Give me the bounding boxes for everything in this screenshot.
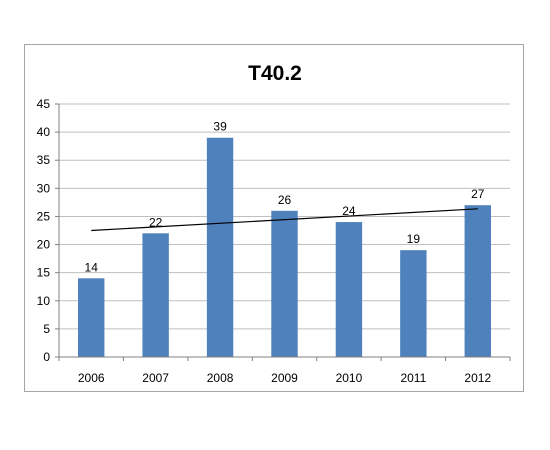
y-tick-label-15: 15 [37,266,51,280]
y-tick-label-10: 10 [37,294,51,308]
y-tick-label-45: 45 [37,97,51,111]
y-tick-label-40: 40 [37,125,51,139]
bar-2011 [400,250,427,357]
bars [78,137,491,357]
x-tick-label-2008: 2008 [207,371,234,385]
x-tick-label-2009: 2009 [271,371,298,385]
chart-title: T40.2 [248,62,302,85]
data-label-2010: 24 [342,204,356,218]
x-tick-label-2006: 2006 [78,371,105,385]
x-axis-tick-labels: 2006 2007 2008 2009 2010 2011 2012 [58,357,511,385]
data-label-2006: 14 [85,260,99,274]
data-label-2012: 27 [471,187,485,201]
y-tick-label-25: 25 [37,209,51,223]
data-label-2008: 39 [213,120,227,134]
y-tick-label-20: 20 [37,238,51,252]
y-tick-label-35: 35 [37,153,51,167]
x-tick-label-2010: 2010 [336,371,363,385]
trendline-layer [91,208,478,232]
data-label-2007: 22 [149,215,163,229]
bar-2009 [271,210,298,357]
bar-2006 [78,278,105,357]
y-tick-label-5: 5 [43,322,50,336]
bar-2010 [335,222,363,357]
x-tick-label-2012: 2012 [464,371,491,385]
data-labels: 14 22 39 26 24 19 27 [85,120,485,275]
data-label-2011: 19 [407,232,421,246]
y-tick-label-0: 0 [43,350,50,364]
bar-2008 [206,137,234,357]
y-tick-label-30: 30 [37,181,51,195]
trendline [91,208,478,232]
bar-2007 [142,233,169,357]
x-tick-label-2007: 2007 [142,371,169,385]
x-tick-label-2011: 2011 [400,371,426,385]
axes [58,104,510,358]
data-label-2009: 26 [278,193,292,207]
bar-2012 [464,205,491,357]
y-axis-tick-labels: 0 5 10 15 20 25 30 35 40 45 [37,97,51,364]
